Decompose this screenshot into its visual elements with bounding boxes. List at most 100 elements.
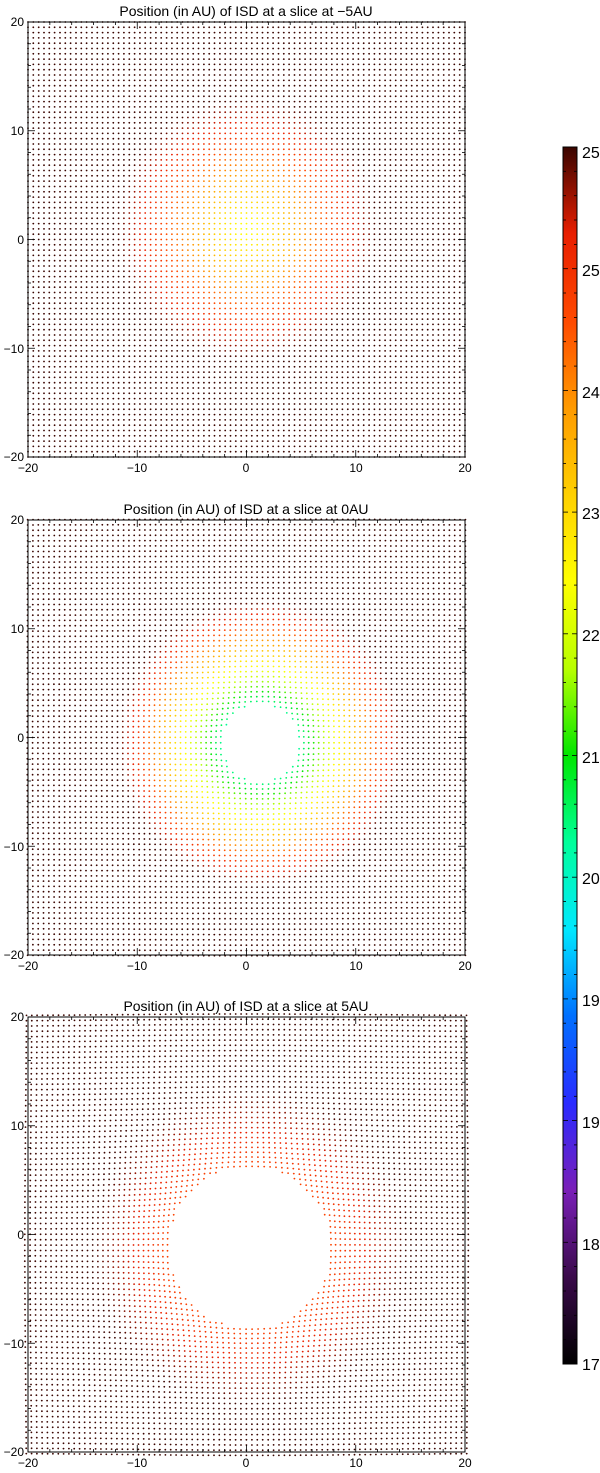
data-point (117, 190, 120, 193)
data-point (330, 233, 333, 236)
data-point (85, 238, 88, 241)
data-point (240, 153, 243, 156)
data-point (293, 121, 296, 124)
data-point (256, 212, 259, 214)
data-point (112, 334, 115, 336)
data-point (320, 328, 322, 331)
data-point (48, 376, 51, 379)
data-point (75, 74, 77, 76)
data-point (213, 233, 216, 236)
data-point (64, 190, 67, 193)
data-point (187, 281, 189, 283)
data-point (250, 238, 253, 241)
data-point (320, 52, 322, 55)
data-point (149, 275, 152, 278)
data-point (144, 259, 147, 262)
data-point (59, 440, 61, 442)
data-point (272, 424, 274, 427)
data-point (123, 281, 125, 283)
data-point (59, 243, 61, 246)
data-point (107, 217, 109, 220)
data-point (229, 318, 232, 320)
data-point (53, 445, 56, 448)
data-point (181, 222, 184, 225)
data-point (219, 434, 221, 437)
data-point (144, 281, 147, 283)
data-point (309, 243, 312, 246)
data-point (171, 365, 173, 368)
data-point (69, 344, 72, 347)
data-point (224, 259, 227, 262)
data-point (213, 302, 216, 305)
data-point (309, 365, 312, 368)
data-point (32, 121, 35, 124)
data-point (187, 121, 189, 124)
data-point (277, 31, 280, 34)
data-point (234, 116, 237, 119)
data-point (234, 217, 237, 220)
data-point (341, 291, 344, 294)
data-point (96, 429, 99, 432)
data-point (309, 265, 312, 267)
data-point (240, 222, 243, 225)
data-point (261, 164, 264, 167)
data-point (256, 434, 259, 437)
data-point (240, 31, 243, 34)
data-point (336, 365, 338, 368)
data-point (59, 222, 61, 225)
data-point (309, 281, 312, 283)
data-point (192, 334, 195, 336)
data-point (224, 106, 227, 108)
data-point (197, 419, 200, 421)
data-point (59, 419, 61, 421)
data-point (192, 37, 195, 39)
data-point (213, 387, 216, 389)
data-point (250, 397, 253, 400)
data-point (213, 79, 216, 82)
data-point (91, 302, 93, 305)
data-point (144, 440, 147, 442)
data-point (91, 106, 93, 108)
data-point (181, 392, 184, 395)
data-point (101, 196, 104, 199)
data-point (266, 350, 269, 352)
data-point (213, 84, 216, 87)
data-point (234, 387, 237, 389)
data-point (181, 286, 184, 289)
data-point (245, 413, 248, 416)
data-point (282, 185, 285, 188)
data-point (48, 217, 51, 220)
data-point (293, 233, 296, 236)
data-point (187, 228, 189, 230)
data-point (213, 132, 216, 135)
data-point (325, 153, 328, 156)
data-point (171, 31, 173, 34)
data-point (48, 440, 51, 442)
data-point (277, 143, 280, 145)
data-point (69, 424, 72, 427)
data-point (240, 376, 243, 379)
data-point (75, 185, 77, 188)
data-point (112, 153, 115, 156)
data-point (181, 344, 184, 347)
data-point (155, 169, 157, 172)
data-point (219, 243, 221, 246)
data-point (266, 164, 269, 167)
data-point (165, 180, 168, 183)
data-point (336, 355, 338, 358)
data-point (336, 312, 338, 315)
data-point (208, 403, 211, 405)
data-point (298, 153, 301, 156)
data-point (117, 206, 120, 209)
data-point (187, 196, 189, 199)
data-point (309, 201, 312, 204)
data-point (256, 307, 259, 310)
data-point (309, 79, 312, 82)
data-point (341, 159, 344, 161)
data-point (272, 206, 274, 209)
data-point (48, 408, 51, 411)
data-point (75, 164, 77, 167)
data-point (304, 424, 306, 427)
data-point (69, 31, 72, 34)
data-point (91, 148, 93, 151)
